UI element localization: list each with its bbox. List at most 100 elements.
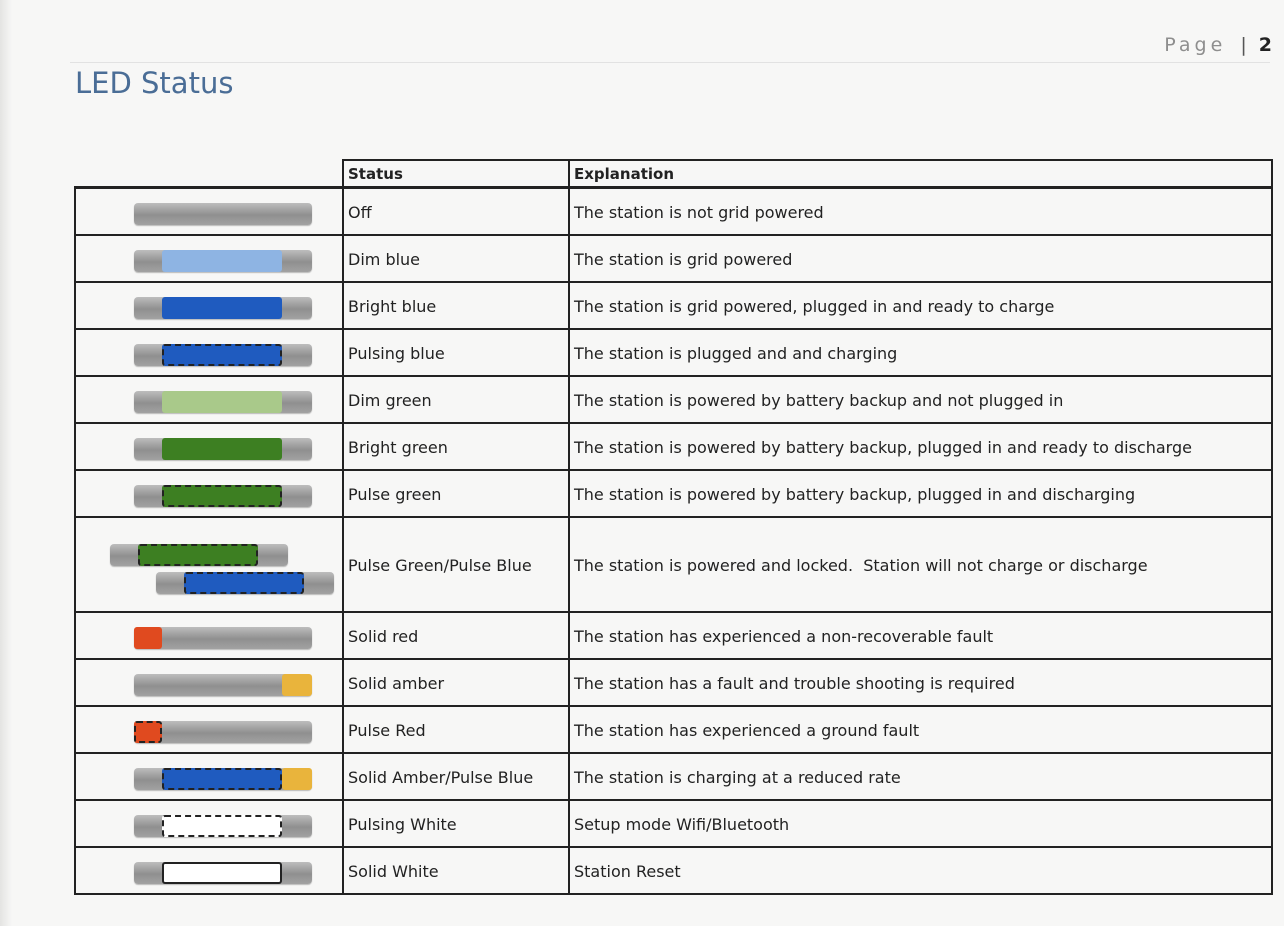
led-light-segment <box>162 768 282 790</box>
table-row: Dim blue The station is grid powered <box>74 234 1273 283</box>
status-cell: Solid red <box>342 611 570 660</box>
explanation-cell: The station is grid powered <box>568 234 1273 283</box>
led-light-segment <box>162 297 282 319</box>
explanation-cell: The station is powered by battery backup… <box>568 422 1273 471</box>
led-light-segment <box>134 721 162 743</box>
led-bar-icon <box>156 572 334 594</box>
header-status: Status <box>342 159 570 189</box>
led-bar-icon <box>134 297 312 319</box>
table-row: Off The station is not grid powered <box>74 186 1273 236</box>
status-cell: Pulse Green/Pulse Blue <box>342 516 570 613</box>
table-row: Bright blue The station is grid powered, … <box>74 281 1273 330</box>
led-indicator <box>80 850 348 893</box>
led-indicator-cell <box>74 281 344 330</box>
status-cell: Solid White <box>342 846 570 895</box>
led-bar-icon <box>134 344 312 366</box>
table-row: Pulse Red The station has experienced a g… <box>74 705 1273 754</box>
table-row: Pulse Green/Pulse Blue The station is pow… <box>74 516 1273 613</box>
led-indicator <box>80 191 348 234</box>
led-indicator <box>80 238 348 281</box>
led-indicator-cell <box>74 375 344 424</box>
led-bar-icon <box>134 391 312 413</box>
led-indicator-cell <box>74 422 344 471</box>
led-indicator <box>80 332 348 375</box>
led-status-table: Status Explanation Off The station is not… <box>74 159 1273 895</box>
led-indicator-cell <box>74 846 344 895</box>
explanation-cell: Station Reset <box>568 846 1273 895</box>
led-light-segment <box>162 391 282 413</box>
status-cell: Solid amber <box>342 658 570 707</box>
led-bar-icon <box>134 721 312 743</box>
explanation-cell: The station is plugged and and charging <box>568 328 1273 377</box>
led-bar-icon <box>134 485 312 507</box>
table-row: Solid red The station has experienced a n… <box>74 611 1273 660</box>
led-indicator <box>80 473 348 516</box>
status-cell: Pulsing blue <box>342 328 570 377</box>
led-light-segment <box>162 862 282 884</box>
led-indicator <box>80 615 348 658</box>
led-indicator <box>80 803 348 846</box>
table-row: Solid White Station Reset <box>74 846 1273 895</box>
table-body: Off The station is not grid powered Dim bl… <box>74 186 1273 895</box>
page-title: LED Status <box>75 66 234 100</box>
table-row: Solid Amber/Pulse Blue The station is cha… <box>74 752 1273 801</box>
page-number: Page | 2 <box>1164 34 1272 56</box>
status-cell: Bright green <box>342 422 570 471</box>
led-light-segment <box>184 572 304 594</box>
led-indicator-cell <box>74 705 344 754</box>
page-separator: | <box>1240 34 1249 56</box>
led-bar-icon <box>134 438 312 460</box>
table-header-row: Status Explanation <box>75 159 1273 189</box>
table-row: Pulsing White Setup mode Wifi/Bluetooth <box>74 799 1273 848</box>
page-edge-shadow <box>0 0 12 926</box>
status-cell: Bright blue <box>342 281 570 330</box>
led-bar-icon <box>134 674 312 696</box>
explanation-cell: The station has a fault and trouble shoo… <box>568 658 1273 707</box>
led-bar-icon <box>134 862 312 884</box>
led-indicator-cell <box>74 328 344 377</box>
led-indicator <box>80 709 348 752</box>
explanation-cell: Setup mode Wifi/Bluetooth <box>568 799 1273 848</box>
explanation-cell: The station is powered by battery backup… <box>568 469 1273 518</box>
led-indicator-cell <box>74 611 344 660</box>
explanation-cell: The station is powered by battery backup… <box>568 375 1273 424</box>
led-indicator <box>80 426 348 469</box>
led-indicator-cell <box>74 186 344 236</box>
led-indicator-cell <box>74 516 344 613</box>
led-indicator-cell <box>74 234 344 283</box>
led-light-segment <box>162 485 282 507</box>
page-number-value: 2 <box>1258 34 1272 56</box>
table-row: Dim green The station is powered by batte… <box>74 375 1273 424</box>
led-indicator <box>80 379 348 422</box>
led-light-segment <box>162 250 282 272</box>
led-bar-icon <box>134 815 312 837</box>
explanation-cell: The station is not grid powered <box>568 186 1273 236</box>
led-indicator-cell <box>74 752 344 801</box>
explanation-cell: The station is charging at a reduced rat… <box>568 752 1273 801</box>
table-row: Pulsing blue The station is plugged and a… <box>74 328 1273 377</box>
led-indicator <box>80 662 348 705</box>
explanation-cell: The station has experienced a ground fau… <box>568 705 1273 754</box>
led-light-segment <box>162 815 282 837</box>
led-bar-icon <box>134 768 312 790</box>
led-light-segment <box>282 674 312 696</box>
led-bar-icon <box>110 544 288 566</box>
led-light-segment <box>134 627 162 649</box>
table-row: Bright green The station is powered by ba… <box>74 422 1273 471</box>
led-indicator <box>80 520 348 611</box>
led-indicator <box>80 285 348 328</box>
status-cell: Pulse Red <box>342 705 570 754</box>
header-rule <box>70 62 1270 63</box>
led-light-segment <box>162 438 282 460</box>
led-light-segment <box>282 768 312 790</box>
led-indicator-cell <box>74 469 344 518</box>
led-indicator-cell <box>74 799 344 848</box>
led-light-segment <box>138 544 258 566</box>
header-indicator-blank <box>75 160 344 189</box>
explanation-cell: The station is grid powered, plugged in … <box>568 281 1273 330</box>
table-row: Solid amber The station has a fault and t… <box>74 658 1273 707</box>
led-bar-icon <box>134 250 312 272</box>
explanation-cell: The station has experienced a non-recove… <box>568 611 1273 660</box>
led-indicator <box>80 756 348 799</box>
explanation-cell: The station is powered and locked. Stati… <box>568 516 1273 613</box>
